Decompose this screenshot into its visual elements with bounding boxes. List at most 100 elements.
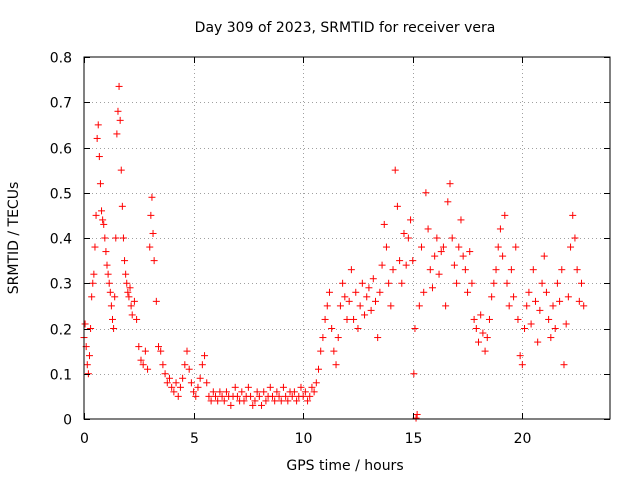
data-point	[575, 297, 583, 305]
data-point	[306, 392, 314, 400]
data-point	[133, 315, 141, 323]
data-point	[341, 293, 349, 301]
data-point	[268, 392, 276, 400]
data-point	[475, 338, 482, 346]
data-point	[107, 302, 115, 310]
data-point	[127, 302, 135, 310]
axis-ticks: 0 0.1 0.2 0.3 0.4 0.5 0.6 0.7 0.8 0 5 10 15 20	[50, 51, 610, 447]
data-point	[398, 279, 406, 287]
data-point	[551, 325, 559, 332]
data-point	[258, 401, 266, 409]
data-point	[461, 266, 469, 274]
data-point	[111, 293, 119, 301]
data-point	[531, 297, 539, 305]
data-point	[556, 297, 564, 305]
data-point	[103, 261, 111, 269]
data-point	[540, 252, 548, 260]
y-tick-label: 0.5	[50, 187, 72, 203]
data-point	[479, 329, 487, 337]
data-point	[149, 229, 157, 237]
data-point	[273, 388, 281, 396]
data-point	[352, 288, 360, 296]
data-point	[426, 266, 434, 274]
data-point	[380, 220, 388, 228]
data-point	[253, 388, 261, 396]
data-point	[161, 370, 169, 378]
data-point	[503, 279, 511, 287]
data-point	[536, 306, 544, 314]
data-point	[96, 180, 104, 188]
data-point	[378, 261, 386, 269]
data-point	[549, 302, 557, 310]
data-point	[358, 279, 366, 287]
data-point	[104, 270, 112, 278]
data-point	[545, 315, 553, 323]
data-point	[472, 325, 480, 332]
data-point	[150, 257, 158, 265]
data-point	[569, 211, 577, 219]
data-point	[277, 397, 285, 405]
data-point	[125, 293, 133, 301]
data-point	[404, 234, 412, 242]
data-point	[262, 397, 270, 405]
data-point	[501, 211, 509, 219]
data-point	[304, 397, 312, 405]
x-tick-label: 15	[405, 431, 423, 447]
data-point	[328, 325, 336, 332]
data-point	[510, 293, 518, 301]
data-point	[95, 153, 103, 161]
data-point	[84, 370, 92, 378]
data-point	[356, 302, 364, 310]
data-point	[179, 374, 187, 382]
data-point	[323, 302, 331, 310]
data-point	[155, 343, 163, 351]
y-tick-label: 0.4	[50, 232, 72, 248]
data-point	[310, 388, 318, 396]
data-point	[231, 383, 239, 391]
data-point	[459, 252, 467, 260]
data-point	[196, 374, 204, 382]
data-point	[485, 315, 493, 323]
data-point	[325, 288, 333, 296]
data-point	[409, 257, 417, 265]
data-point	[433, 234, 441, 242]
data-point	[212, 392, 219, 400]
data-point	[564, 293, 572, 301]
data-point	[567, 243, 575, 251]
data-point	[148, 193, 156, 201]
data-point	[214, 397, 222, 405]
data-point	[376, 288, 384, 296]
data-point	[251, 397, 259, 405]
data-point	[203, 379, 211, 387]
data-point	[297, 383, 305, 391]
data-point	[410, 370, 418, 378]
data-point	[137, 356, 145, 364]
data-point	[428, 284, 436, 292]
data-point	[343, 315, 351, 323]
data-point	[105, 279, 113, 287]
data-point	[147, 211, 155, 219]
data-point	[371, 297, 379, 305]
data-point	[247, 392, 255, 400]
data-point	[464, 288, 472, 296]
data-point	[201, 352, 209, 360]
data-point	[527, 320, 535, 328]
data-point	[144, 365, 152, 373]
data-point	[112, 234, 120, 242]
data-point	[157, 347, 165, 355]
data-point	[523, 302, 531, 310]
y-tick-label: 0.8	[50, 51, 72, 67]
data-point	[365, 284, 373, 292]
data-point	[442, 302, 450, 310]
data-point	[481, 347, 489, 355]
data-point	[382, 243, 390, 251]
data-point	[240, 397, 248, 405]
data-point	[176, 383, 184, 391]
data-point	[110, 325, 118, 332]
data-point	[174, 392, 182, 400]
data-point	[119, 234, 127, 242]
data-point	[518, 361, 526, 369]
data-point	[216, 388, 224, 396]
data-point	[315, 365, 323, 373]
data-point	[578, 279, 586, 287]
